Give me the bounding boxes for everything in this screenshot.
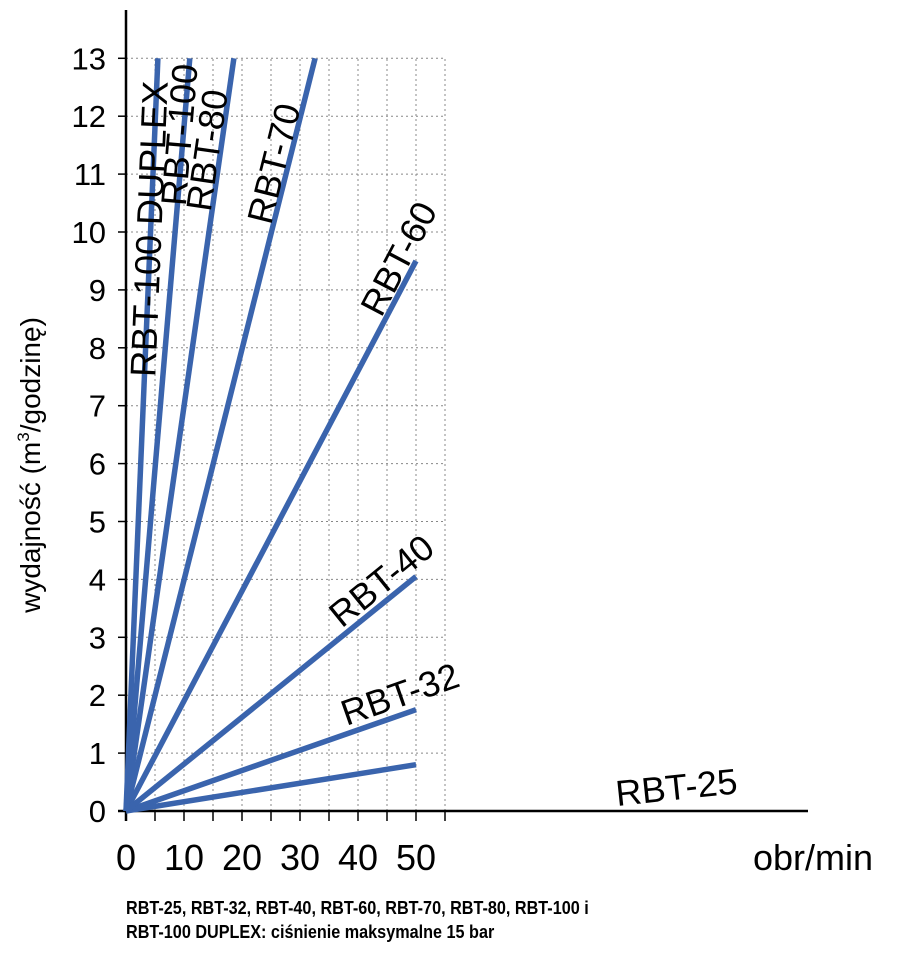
x-tick-label: 40 [338, 837, 378, 878]
footnote-line-1: RBT-25, RBT-32, RBT-40, RBT-60, RBT-70, … [126, 898, 589, 918]
series-labels: RBT-25RBT-32RBT-40RBT-60RBT-70RBT-80RBT-… [122, 62, 739, 814]
footnote-line-2: RBT-100 DUPLEX: ciśnienie maksymalne 15 … [126, 922, 495, 942]
series-line-rbt-32 [125, 707, 417, 814]
series-line-rbt-60 [123, 259, 419, 813]
y-tick-label: 13 [72, 41, 106, 76]
y-tick-label: 4 [89, 562, 106, 597]
axes [118, 10, 808, 821]
y-tick-label: 1 [89, 736, 106, 771]
series-label-rbt-32: RBT-32 [336, 655, 465, 734]
x-tick-label: 10 [164, 837, 204, 878]
x-tick-label: 20 [222, 837, 262, 878]
series-line-rbt-100-duplex [123, 58, 161, 812]
series-label-rbt-40: RBT-40 [321, 526, 442, 635]
y-tick-label: 2 [89, 678, 106, 713]
series-label-rbt-70: RBT-70 [239, 99, 308, 227]
x-tick-label: 50 [396, 837, 436, 878]
x-tick-label: 30 [280, 837, 320, 878]
y-tick-label: 3 [89, 620, 106, 655]
series-label-rbt-60: RBT-60 [352, 195, 445, 322]
series-line-rbt-70 [123, 57, 318, 812]
grid [126, 57, 446, 811]
x-tick-label: 0 [116, 837, 136, 878]
y-axis-label-unit: /godzinę) [15, 317, 46, 432]
y-tick-label: 7 [89, 389, 106, 424]
x-axis-label: obr/min [753, 837, 873, 878]
y-tick-label: 9 [89, 273, 106, 308]
series-line-rbt-80 [123, 57, 237, 812]
y-tick-label: 0 [89, 794, 106, 829]
y-tick-label: 6 [89, 447, 106, 482]
y-axis-label-sup: 3 [14, 432, 33, 441]
series-label-rbt-25: RBT-25 [614, 760, 740, 814]
y-axis-label: wydajność (m3/godzinę) [14, 317, 46, 614]
y-tick-label: 10 [72, 215, 106, 250]
y-tick-label: 5 [89, 505, 106, 540]
y-tick-label: 11 [74, 157, 106, 192]
y-axis-label-main: wydajność (m [15, 442, 46, 614]
series-line-rbt-25 [125, 761, 417, 814]
y-tick-label: 8 [89, 331, 106, 366]
series-line-rbt-100 [123, 58, 193, 812]
series-lines [123, 57, 419, 814]
series-line-rbt-40 [124, 574, 418, 814]
footnote: RBT-25, RBT-32, RBT-40, RBT-60, RBT-70, … [126, 896, 589, 944]
y-tick-label: 12 [72, 99, 106, 134]
